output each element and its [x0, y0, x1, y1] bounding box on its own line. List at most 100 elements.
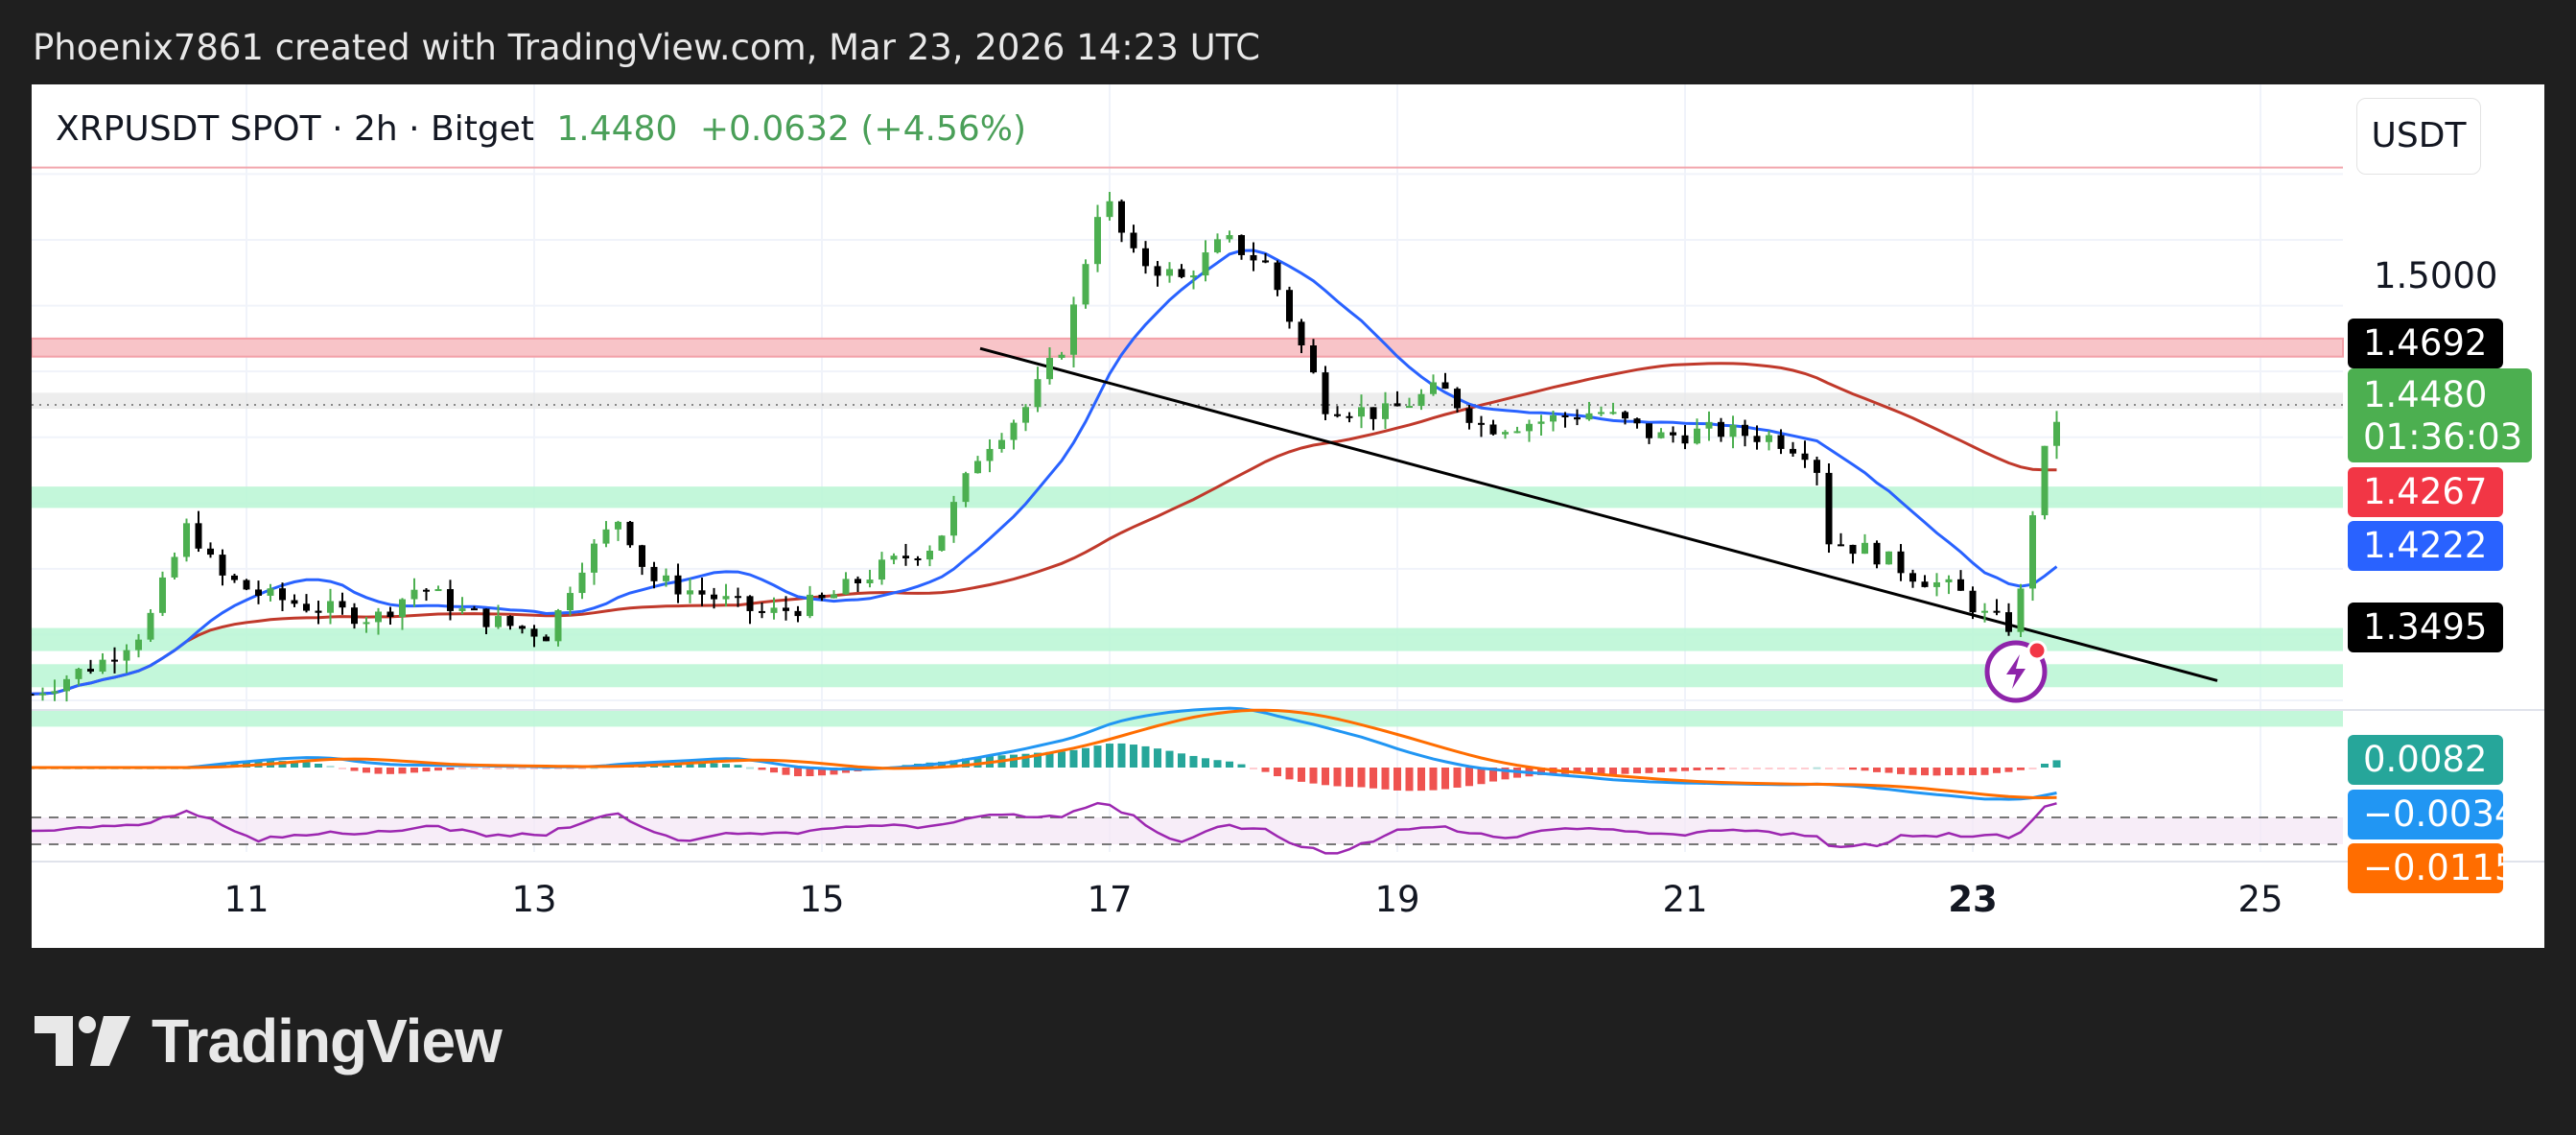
resistance-zone: [32, 337, 2344, 358]
time-tick-25: 25: [2237, 879, 2283, 920]
macd-histogram-bar: [1693, 768, 1701, 770]
macd-histogram-bar: [1969, 768, 1977, 776]
candle-up: [171, 556, 178, 578]
candle-up: [135, 639, 142, 650]
candle-down: [1178, 269, 1185, 277]
chart-panel[interactable]: XRPUSDT SPOT · 2h · Bitget 1.4480 +0.063…: [32, 84, 2544, 948]
candle-down: [1753, 436, 1761, 442]
candle-down: [471, 608, 478, 611]
macd-histogram-bar: [363, 768, 370, 773]
candle-up: [1430, 382, 1437, 394]
candle-down: [1142, 248, 1149, 267]
candle-down: [111, 659, 118, 662]
candle-down: [1849, 544, 1857, 555]
macd-histogram-bar: [1093, 745, 1102, 768]
macd-histogram-bar: [1681, 768, 1689, 771]
candle-up: [1046, 358, 1053, 380]
macd-histogram-bar: [1621, 768, 1629, 774]
candle-down: [1454, 389, 1461, 409]
time-tick-11: 11: [223, 879, 269, 920]
macd-histogram-bar: [1106, 744, 1113, 768]
symbol-label: XRPUSDT SPOT · 2h · Bitget: [56, 109, 534, 149]
candle-down: [1441, 382, 1449, 390]
macd-histogram-bar: [1058, 751, 1066, 768]
price-tag-support: 1.3495: [2348, 603, 2503, 652]
macd-histogram-bar: [566, 768, 574, 769]
macd-histogram-bar: [1130, 745, 1137, 768]
candle-up: [2041, 445, 2049, 516]
candle-down: [482, 608, 490, 627]
macd-histogram-bar: [1921, 768, 1929, 776]
candle-down: [303, 603, 310, 611]
macd-histogram-bar: [1010, 754, 1018, 768]
candle-down: [1274, 262, 1281, 291]
macd-histogram-bar: [1849, 768, 1857, 770]
macd-histogram-bar: [1705, 768, 1713, 770]
candle-down: [255, 589, 262, 596]
price-change: +0.0632 (+4.56%): [699, 109, 1027, 149]
candle-down: [1310, 345, 1317, 373]
indicator-tag-signal: −0.0115: [2348, 843, 2517, 893]
candle-up: [1094, 217, 1101, 265]
candle-down: [735, 596, 741, 599]
candle-down: [1814, 460, 1820, 473]
candle-up: [1598, 412, 1604, 414]
macd-histogram-bar: [1346, 768, 1353, 788]
tradingview-logo: TradingView: [35, 1006, 503, 1076]
candle-down: [195, 523, 202, 549]
macd-histogram-bar: [1465, 768, 1473, 787]
candle-up: [554, 610, 562, 642]
candle-down: [1921, 581, 1929, 587]
candle-down: [1574, 417, 1581, 420]
macd-histogram-bar: [1609, 768, 1617, 774]
macd-histogram-bar: [1741, 768, 1749, 769]
candle-up: [591, 543, 597, 573]
candle-down: [1298, 321, 1305, 346]
symbol-legend: XRPUSDT SPOT · 2h · Bitget 1.4480 +0.063…: [56, 108, 1026, 151]
candle-down: [1238, 235, 1245, 255]
macd-histogram-bar: [434, 768, 442, 771]
macd-histogram-bar: [1453, 768, 1462, 788]
candle-up: [1022, 407, 1029, 423]
candle-up: [567, 593, 574, 611]
macd-histogram-bar: [1633, 768, 1641, 774]
candle-down: [674, 575, 682, 595]
lightning-icon: [2006, 654, 2026, 689]
macd-histogram-bar: [1250, 768, 1257, 769]
macd-histogram-bar: [1909, 768, 1917, 775]
macd-histogram-bar: [470, 768, 479, 769]
candle-up: [962, 473, 970, 503]
candle-up: [1202, 252, 1209, 276]
candle-up: [807, 594, 813, 617]
support-zone: [32, 627, 2343, 651]
candle-up: [998, 439, 1005, 449]
currency-button[interactable]: USDT: [2356, 98, 2481, 175]
price-chart[interactable]: [32, 84, 2544, 948]
macd-histogram-bar: [1405, 768, 1414, 792]
candle-down: [279, 588, 286, 601]
candle-down: [746, 596, 754, 611]
candle-down: [1489, 424, 1497, 435]
candle-up: [770, 607, 778, 613]
candle-up: [842, 579, 850, 595]
candle-down: [291, 600, 298, 604]
macd-histogram-bar: [1765, 768, 1773, 769]
macd-histogram-bar: [1381, 768, 1390, 790]
candle-down: [530, 628, 538, 637]
macd-histogram-bar: [770, 768, 778, 773]
candle-down: [698, 590, 706, 595]
candle-down: [87, 669, 94, 673]
candle-up: [399, 599, 406, 617]
macd-histogram-bar: [1837, 768, 1845, 769]
macd-histogram-bar: [1489, 768, 1497, 782]
candle-up: [1945, 579, 1953, 582]
alert-dot-icon: [2026, 640, 2048, 661]
macd-histogram-bar: [1322, 768, 1329, 786]
macd-histogram-bar: [350, 768, 359, 771]
macd-histogram-bar: [1801, 768, 1809, 769]
macd-histogram-bar: [1825, 768, 1833, 769]
price-tick-label: 1.5000: [2374, 255, 2498, 296]
macd-histogram-bar: [818, 768, 826, 776]
macd-histogram-bar: [422, 768, 431, 772]
macd-histogram-bar: [302, 762, 311, 768]
